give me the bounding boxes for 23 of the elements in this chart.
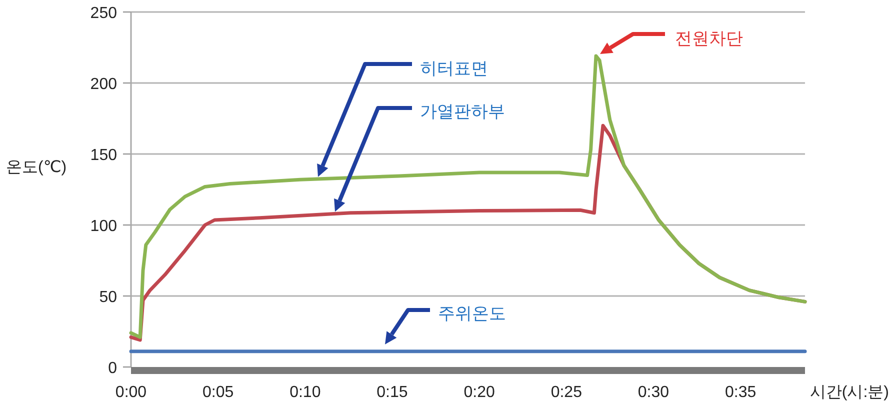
x-tick-label: 0:35 xyxy=(724,384,756,401)
y-tick-label: 250 xyxy=(90,5,118,22)
x-tick-label: 0:20 xyxy=(464,384,495,401)
annotation: 주위온도 xyxy=(438,304,506,323)
x-tick-label: 0:05 xyxy=(202,384,234,401)
y-tick-label: 50 xyxy=(99,289,118,306)
x-tick-label: 0:30 xyxy=(638,384,670,401)
x-tick-label: 0:10 xyxy=(290,384,321,401)
y-tick-label: 0 xyxy=(108,360,118,377)
annotation: 가열판하부 xyxy=(334,102,505,212)
y-tick-label: 150 xyxy=(90,147,118,164)
x-tick-label: 0:00 xyxy=(115,384,147,401)
y-tick-label: 100 xyxy=(90,218,118,235)
x-tick-label: 0:15 xyxy=(376,384,408,401)
x-axis-title: 시간(시:분) xyxy=(810,384,889,401)
y-tick-label: 200 xyxy=(90,76,118,93)
x-tick-label: 0:25 xyxy=(550,384,582,401)
annotation: 히터표면 xyxy=(420,59,488,78)
annotation: 가열판하부 xyxy=(420,102,505,121)
annotation: 전원차단 xyxy=(675,29,743,48)
annotation: 전원차단 xyxy=(600,29,743,54)
y-axis-title: 온도(℃) xyxy=(6,159,67,176)
annotation: 주위온도 xyxy=(385,304,506,344)
